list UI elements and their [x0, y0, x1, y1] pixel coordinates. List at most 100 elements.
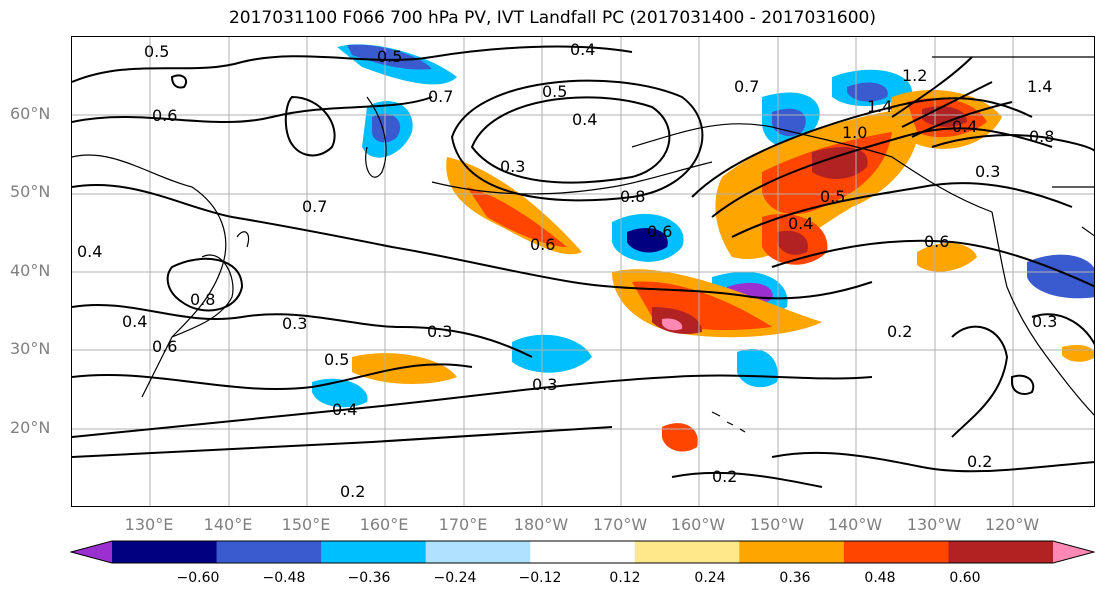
contour-label: 1.4 [867, 97, 892, 116]
pv-contour-line [691, 97, 1033, 198]
contour-label: 0.6 [152, 106, 177, 125]
contour-label: 0.3 [500, 157, 525, 176]
pv-contour-line [1031, 313, 1094, 346]
lat-label: 50°N [10, 182, 51, 201]
pv-contour-line [72, 183, 873, 300]
contour-label: 0.6 [924, 232, 949, 251]
pv-contour-line [170, 74, 188, 89]
japan-coastline [171, 231, 250, 338]
north-america-coastline [991, 211, 1094, 416]
contour-label: 0.2 [967, 452, 992, 471]
contour-label: 0.4 [572, 110, 597, 129]
colorbar-tick-label: 0.48 [864, 570, 896, 586]
colorbar [70, 540, 1095, 564]
negative-anomaly-area [312, 378, 368, 408]
pv-contour-line [931, 134, 1094, 152]
contour-label: 0.5 [820, 187, 845, 206]
colorbar-tick-label: −0.36 [347, 570, 391, 586]
contour-label: 0.7 [734, 77, 759, 96]
colorbar-segment [530, 541, 636, 563]
contour-label: 0.3 [975, 162, 1000, 181]
positive-anomaly-area [812, 147, 868, 179]
positive-anomaly-area [917, 242, 977, 272]
pv-contour-line [166, 257, 244, 312]
colorbar-extend-min [71, 541, 112, 563]
pv-contour-line [450, 79, 704, 202]
lon-label: 140°W [827, 515, 883, 534]
contour-label: 1.2 [902, 66, 927, 85]
canada-border [932, 56, 1094, 237]
aleutian-chain [431, 161, 713, 195]
lon-label: 120°W [984, 515, 1040, 534]
lon-label: 180°W [513, 515, 569, 534]
pv-contour-line [72, 303, 533, 358]
negative-anomaly-area [737, 348, 778, 388]
lon-label: 130°W [906, 515, 962, 534]
colorbar-segment [425, 541, 531, 563]
contour-label: 0.5 [542, 82, 567, 101]
pv-contour-line [72, 363, 473, 391]
contour-label: 0.4 [332, 400, 357, 419]
chart-title: 2017031100 F066 700 hPa PV, IVT Landfall… [228, 8, 876, 28]
colorbar-tick-label: −0.24 [433, 570, 477, 586]
colorbar-tick-label: 0.12 [609, 570, 641, 586]
hawaii-islands [711, 411, 746, 433]
contour-label: 0.5 [144, 42, 169, 61]
colorbar-segment [216, 541, 322, 563]
contour-label: 0.3 [282, 314, 307, 333]
lon-label: 170°W [592, 515, 648, 534]
pv-contours [72, 45, 1094, 488]
contour-label: 0.6 [647, 222, 672, 241]
negative-anomaly-area [347, 44, 432, 70]
pv-contour-line [771, 239, 1094, 288]
map-panel: 0.5 0.4 0.7 0.5 0.4 0.3 0.6 0.7 0.6 0.5 … [71, 36, 1095, 507]
contour-label: 0.8 [620, 187, 645, 206]
contour-label: 0.8 [190, 290, 215, 309]
positive-anomaly-area [1062, 345, 1094, 362]
contour-label: 0.2 [887, 322, 912, 341]
lon-label: 160°W [670, 515, 726, 534]
contour-labels: 0.5 0.4 0.7 0.5 0.4 0.3 0.6 0.7 0.6 0.5 … [77, 40, 1057, 501]
contour-label: 0.3 [427, 322, 452, 341]
contour-label: 0.7 [428, 87, 453, 106]
contour-label: 0.4 [122, 312, 147, 331]
map-canvas: 0.5 0.4 0.7 0.5 0.4 0.3 0.6 0.7 0.6 0.5 … [72, 37, 1094, 506]
lon-label: 130°E [124, 515, 174, 534]
contour-label: 0.3 [532, 375, 557, 394]
positive-anomaly-area [446, 157, 582, 255]
lat-label: 30°N [10, 339, 51, 358]
contour-label: 0.7 [302, 197, 327, 216]
colorbar-segment [321, 541, 427, 563]
pv-contour-line [284, 95, 336, 157]
colorbar-extend-max [1053, 541, 1094, 563]
positive-anomaly-area [662, 423, 698, 452]
pv-contour-line [671, 471, 823, 488]
contour-label: 0.6 [530, 235, 555, 254]
pv-contour-line [771, 451, 1094, 473]
contour-label: 0.4 [788, 214, 813, 233]
contour-label: 1.4 [1027, 77, 1052, 96]
negative-anomaly-area [627, 227, 668, 253]
asia-coastline [72, 154, 227, 398]
lon-label: 150°W [749, 515, 805, 534]
alaska-coastline [631, 123, 993, 213]
negative-anomaly-area [1027, 254, 1094, 299]
pv-contour-line [72, 374, 873, 438]
contour-label: 0.5 [377, 47, 402, 66]
positive-anomaly-area [662, 318, 683, 331]
pv-contour-line [951, 325, 1009, 438]
colorbar-tick-label: −0.48 [262, 570, 306, 586]
pv-contour-line [72, 96, 433, 123]
negative-anomaly-area [512, 334, 592, 373]
lat-label: 20°N [10, 418, 51, 437]
colorbar-tick-label: 0.36 [779, 570, 811, 586]
contour-label: 1.0 [842, 123, 867, 142]
contour-label: 0.2 [340, 482, 365, 501]
colorbar-segment [843, 541, 949, 563]
colorbar-segment [948, 541, 1054, 563]
colorbar-outline [70, 540, 1095, 564]
kamchatka-coastline [365, 96, 387, 178]
colorbar-tick-label: 0.60 [949, 570, 981, 586]
contour-label: 0.2 [712, 467, 737, 486]
lat-label: 40°N [10, 261, 51, 280]
